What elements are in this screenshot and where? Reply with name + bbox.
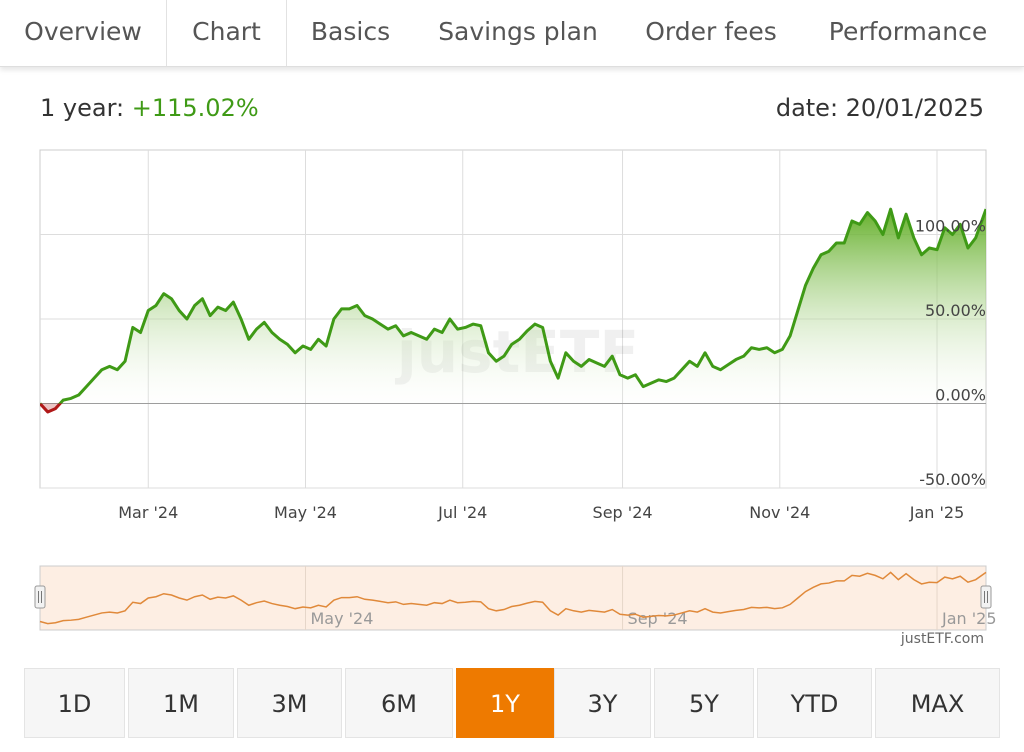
navigator-selected-range [39, 565, 987, 631]
range-button-3m[interactable]: 3M [237, 668, 342, 738]
x-tick-label: Jul '24 [437, 503, 487, 522]
range-button-1y[interactable]: 1Y [456, 668, 554, 738]
navigator-axis-label: Sep '24 [628, 609, 688, 628]
range-button-max[interactable]: MAX [875, 668, 1000, 738]
performance-value: +115.02% [131, 94, 259, 122]
navigator-axis-label: May '24 [310, 609, 373, 628]
performance-chart[interactable]: justETF-50.00%0.00%50.00%100.00%Mar '24M… [0, 140, 1024, 530]
x-tick-label: Jan '25 [909, 503, 965, 522]
x-tick-label: May '24 [274, 503, 337, 522]
y-tick-label: 50.00% [925, 301, 986, 320]
x-tick-label: Sep '24 [593, 503, 653, 522]
navigator-handle-right[interactable] [980, 585, 992, 609]
chart-credit: justETF.com [900, 631, 984, 647]
range-selector: 1D 1M 3M 6M 1Y 3Y 5Y YTD MAX [24, 668, 1000, 738]
period-label: 1 year: [40, 94, 125, 122]
range-button-1m[interactable]: 1M [128, 668, 234, 738]
series-line [40, 207, 986, 404]
tab-chart[interactable]: Chart [166, 0, 287, 66]
tab-order-fees[interactable]: Order fees [645, 17, 777, 46]
range-button-ytd[interactable]: YTD [757, 668, 872, 738]
navigator-handle-left[interactable] [34, 585, 46, 609]
range-navigator[interactable]: May '24 Sep '24 Jan '25 [0, 560, 1024, 635]
tab-savings-plan[interactable]: Savings plan [438, 17, 598, 46]
tab-performance[interactable]: Performance [828, 17, 988, 46]
y-tick-label: 0.00% [935, 386, 986, 405]
range-button-5y[interactable]: 5Y [654, 668, 754, 738]
range-button-3y[interactable]: 3Y [554, 668, 651, 738]
x-tick-label: Nov '24 [749, 503, 810, 522]
range-button-6m[interactable]: 6M [345, 668, 453, 738]
navigator-line [39, 571, 987, 625]
x-tick-label: Mar '24 [118, 503, 178, 522]
performance-summary: 1 year: +115.02% [40, 94, 259, 122]
navigator-axis-label: Jan '25 [941, 609, 997, 628]
y-tick-label: -50.00% [919, 470, 986, 489]
series-area-fill [40, 209, 986, 404]
date-label: date: 20/01/2025 [775, 94, 984, 122]
range-button-1d[interactable]: 1D [24, 668, 125, 738]
tab-basics[interactable]: Basics [310, 17, 391, 46]
y-tick-label: 100.00% [915, 217, 986, 236]
tab-bar: Overview Chart Basics Savings plan Order fee… [0, 0, 1024, 67]
tab-overview[interactable]: Overview [24, 17, 142, 46]
